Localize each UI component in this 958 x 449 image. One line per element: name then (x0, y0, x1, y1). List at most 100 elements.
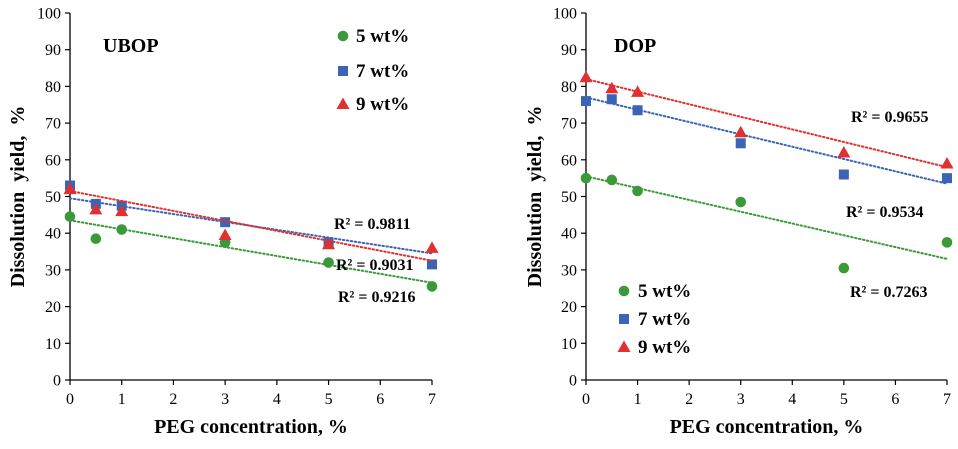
data-point (838, 169, 849, 180)
series-circle (64, 211, 438, 292)
data-point (605, 81, 619, 94)
legend-marker (338, 66, 348, 76)
y-tick-label: 70 (45, 116, 61, 133)
y-axis-label: Dissolution yield, % (524, 106, 546, 288)
legend-label: 7 wt% (638, 309, 691, 330)
data-point (632, 185, 643, 197)
x-tick-label: 1 (118, 391, 126, 408)
y-tick-label: 40 (561, 226, 577, 243)
data-point (89, 202, 103, 215)
data-point (838, 262, 850, 274)
legend-marker (618, 285, 630, 297)
data-point (734, 125, 748, 138)
y-tick-label: 10 (45, 336, 61, 353)
y-tick-label: 30 (561, 262, 577, 279)
series-circle (580, 172, 953, 274)
y-tick-label: 40 (45, 226, 61, 243)
x-tick-label: 0 (66, 391, 74, 408)
x-tick-label: 4 (273, 391, 281, 408)
r-squared-label: R² = 0.9811 (334, 216, 411, 233)
x-tick-label: 0 (582, 391, 590, 408)
x-tick-label: 3 (221, 391, 229, 408)
data-point (631, 85, 645, 97)
x-tick-label: 2 (685, 391, 693, 408)
data-point (581, 96, 591, 107)
y-tick-label: 20 (561, 299, 577, 316)
legend-label: 5 wt% (356, 26, 409, 47)
y-tick-label: 60 (45, 152, 61, 169)
x-tick-label: 5 (325, 391, 333, 408)
legend-label: 7 wt% (356, 61, 409, 82)
data-point (580, 172, 592, 184)
r-squared-label: R² = 0.9534 (846, 204, 923, 221)
data-point (64, 211, 76, 222)
y-tick-label: 60 (561, 152, 577, 169)
x-axis-label: PEG concentration, % (154, 416, 348, 438)
y-tick-label: 90 (561, 42, 577, 59)
series-triangle (63, 182, 439, 262)
y-tick-label: 50 (45, 189, 61, 206)
legend-marker (617, 340, 631, 352)
legend-label: 9 wt% (356, 94, 409, 115)
chart-title: UBOP (103, 35, 159, 57)
y-tick-label: 70 (561, 116, 577, 133)
data-point (735, 196, 747, 208)
data-point (220, 217, 231, 228)
data-point (735, 138, 746, 149)
x-tick-label: 1 (634, 391, 642, 408)
x-tick-label: 4 (788, 391, 796, 408)
data-point (63, 182, 77, 195)
data-point (425, 241, 439, 253)
x-tick-label: 5 (840, 391, 848, 408)
series-triangle (579, 70, 954, 169)
chart-dop: 0 10 20 30 40 50 60 70 80 90 100 0 1 2 3 4 5 6 7 PEG concen… (524, 6, 954, 438)
y-tick-label: 100 (37, 6, 61, 23)
data-point (942, 173, 952, 184)
data-point (579, 70, 593, 83)
y-tick-label: 30 (45, 262, 61, 279)
trendline (585, 96, 948, 185)
data-point (632, 105, 643, 116)
legend-label: 9 wt% (638, 337, 691, 358)
x-tick-label: 3 (737, 391, 745, 408)
x-tick-label: 6 (891, 391, 899, 408)
r-squared-label: R² = 0.9031 (336, 257, 413, 274)
data-point (427, 259, 437, 270)
y-axis-label: Dissolution yield, % (7, 106, 29, 288)
legend-label: 5 wt% (638, 281, 691, 302)
legend-marker (337, 30, 349, 42)
data-point (323, 257, 334, 268)
r-squared-label: R² = 0.9655 (851, 109, 928, 126)
y-tick-label: 90 (45, 42, 61, 59)
data-point (606, 94, 617, 105)
y-tick-label: 50 (561, 189, 577, 206)
y-tick-label: 80 (45, 79, 61, 96)
data-point (116, 224, 128, 235)
x-tick-label: 2 (169, 391, 177, 408)
y-tick-label: 0 (53, 373, 61, 390)
trendline (69, 189, 433, 262)
data-point (115, 204, 129, 217)
x-axis-label: PEG concentration, % (670, 416, 864, 438)
series-square (581, 94, 952, 185)
y-tick-label: 80 (561, 79, 577, 96)
trendline (585, 78, 948, 169)
data-point (218, 228, 232, 241)
data-point (426, 281, 438, 292)
x-tick-label: 6 (376, 391, 384, 408)
data-point (940, 156, 954, 169)
x-tick-label: 7 (943, 391, 951, 408)
y-tick-label: 20 (45, 299, 61, 316)
chart-title: DOP (614, 35, 656, 57)
y-tick-label: 0 (569, 373, 577, 390)
trendline (69, 219, 433, 284)
data-point (941, 237, 953, 248)
r-squared-label: R² = 0.7263 (850, 284, 927, 301)
legend-marker (336, 97, 350, 109)
data-point (322, 237, 336, 250)
r-squared-label: R² = 0.9216 (338, 289, 415, 306)
data-point (606, 174, 618, 186)
data-point (837, 145, 851, 158)
